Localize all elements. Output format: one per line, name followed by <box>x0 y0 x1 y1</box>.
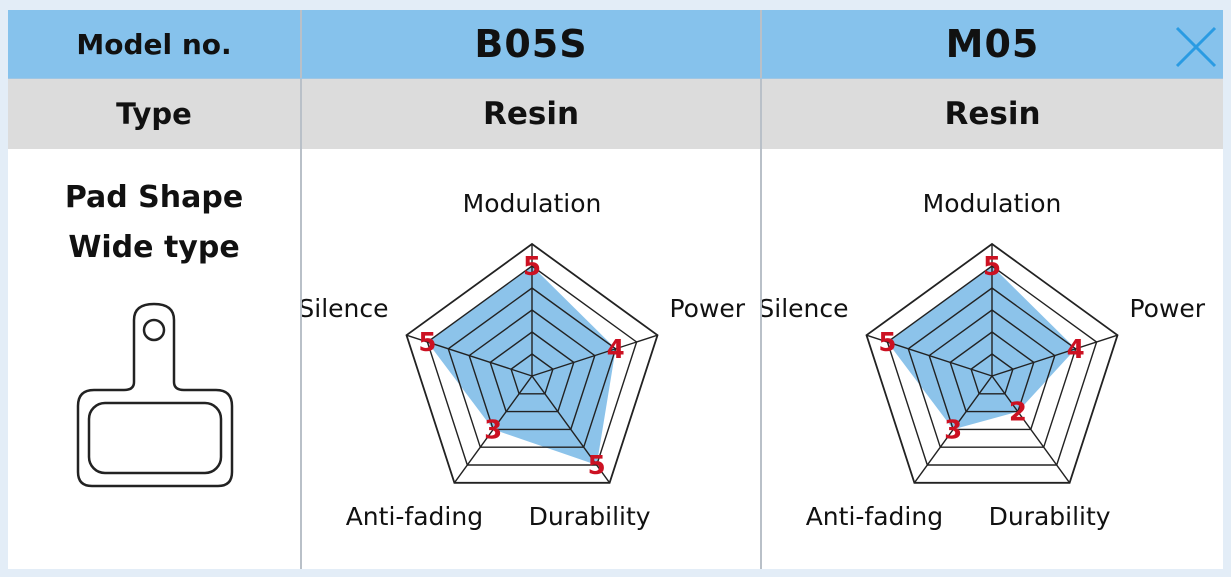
grid-ring <box>949 331 1035 413</box>
m05-radar-chart: Modulation Power Durability Anti-fading Sile… <box>762 189 1206 531</box>
value-label-anti-fading: 3 <box>944 415 962 445</box>
axis-label-power: Power <box>670 294 746 323</box>
grid-ring <box>886 265 1098 466</box>
data-area <box>887 266 1076 430</box>
value-label-anti-fading: 3 <box>484 415 502 445</box>
column-divider <box>300 10 302 569</box>
model-header-cell: Model no. <box>8 10 300 78</box>
axis-label-power: Power <box>1130 294 1206 323</box>
comparison-table: Model no. Type Pad Shape Wide type B05S … <box>8 10 1223 569</box>
pad-shape-label: Pad Shape <box>64 180 244 215</box>
pad-type-value: Resin <box>944 96 1041 132</box>
value-label-modulation: 5 <box>523 252 541 282</box>
grid-ring <box>447 287 617 448</box>
value-label-durability: 5 <box>588 451 606 481</box>
grid-ring <box>489 331 575 413</box>
axis-label-anti-fading: Anti-fading <box>346 502 483 531</box>
model-cell: M05 <box>762 10 1223 78</box>
type-cell: Resin <box>302 79 760 149</box>
pad-shape-title: Pad Shape Wide type <box>8 173 300 273</box>
grid-ring <box>426 265 638 466</box>
type-cell: Resin <box>762 79 1223 149</box>
close-icon[interactable] <box>1173 24 1219 70</box>
value-label-power: 4 <box>607 335 625 365</box>
axis-spoke <box>991 334 1118 377</box>
type-label: Type <box>116 97 192 131</box>
grid-ring <box>907 287 1077 448</box>
grid-ring <box>970 353 1014 395</box>
axis-spoke <box>406 334 533 377</box>
type-header-cell: Type <box>8 79 300 149</box>
value-label-silence: 5 <box>878 328 896 358</box>
value-label-modulation: 5 <box>983 252 1001 282</box>
value-label-power: 4 <box>1067 335 1085 365</box>
model-cell: B05S <box>302 10 760 78</box>
axis-label-modulation: Modulation <box>463 189 602 218</box>
grid-ring <box>405 242 659 484</box>
axis-spoke <box>531 375 611 484</box>
axis-label-durability: Durability <box>989 502 1111 531</box>
m05-column: M05 Resin Modulation Power Durability Anti-… <box>762 10 1223 569</box>
grid-ring <box>468 309 596 431</box>
axis-spoke <box>913 375 993 484</box>
axis-label-silence: Silence <box>762 294 849 323</box>
pad-type-label: Wide type <box>68 230 240 265</box>
axis-label-anti-fading: Anti-fading <box>806 502 943 531</box>
grid-ring <box>510 353 554 395</box>
pad-type-value: Resin <box>482 96 580 132</box>
data-area <box>427 266 616 465</box>
axis-label-silence: Silence <box>302 294 389 323</box>
value-label-durability: 2 <box>1009 398 1027 428</box>
axis-spoke <box>531 334 658 377</box>
b05s-radar-chart: Modulation Power Durability Anti-fading Sile… <box>302 189 746 531</box>
axis-label-modulation: Modulation <box>923 189 1062 218</box>
column-divider <box>760 10 762 569</box>
header-divider <box>8 78 1223 79</box>
grid-ring <box>928 309 1056 431</box>
grid-ring <box>865 242 1119 484</box>
axis-spoke <box>866 334 993 377</box>
brake-pad-icon <box>76 302 234 488</box>
axis-spoke <box>453 375 533 484</box>
value-label-silence: 5 <box>418 328 436 358</box>
label-column: Model no. Type Pad Shape Wide type <box>8 10 300 569</box>
model-name: M05 <box>945 22 1040 66</box>
axis-spoke <box>991 375 1071 484</box>
model-name: B05S <box>474 22 588 66</box>
b05s-column: B05S Resin Modulation Power Durability Anti… <box>302 10 760 569</box>
model-label: Model no. <box>76 27 232 61</box>
axis-label-durability: Durability <box>529 502 651 531</box>
